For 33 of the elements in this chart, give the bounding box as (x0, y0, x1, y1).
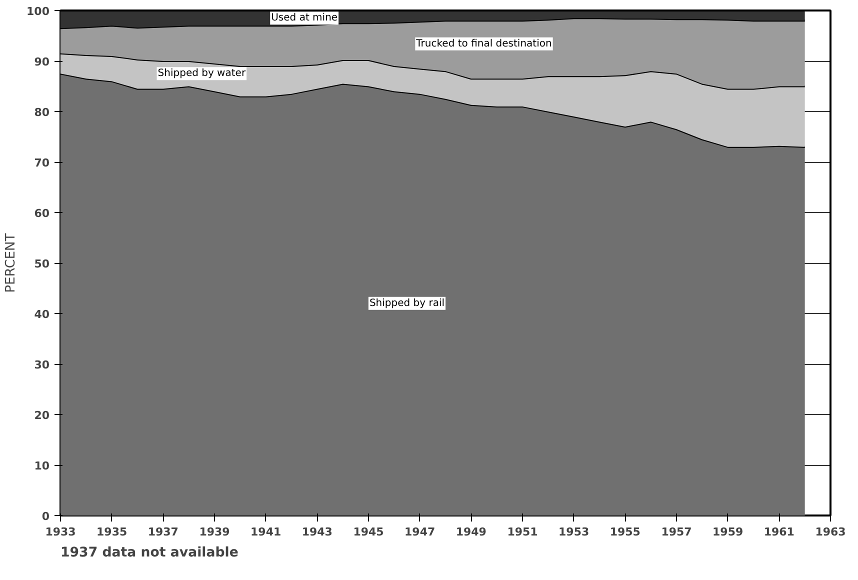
x-tick-label: 1949 (456, 526, 486, 538)
y-tick-label: 70 (34, 156, 50, 170)
x-tick-label: 1959 (712, 526, 744, 538)
series-label: Trucked to final destination (415, 38, 552, 50)
text: 1937 data not available (60, 546, 238, 560)
x-tick-label: 1951 (507, 526, 538, 538)
y-axis-title: PERCENT (4, 233, 19, 293)
x-tick-label: 1963 (815, 526, 846, 538)
x-tick-label: 1957 (661, 526, 692, 538)
y-tick-label: 0 (42, 510, 50, 523)
x-tick-label: 1935 (96, 526, 128, 538)
y-tick-label: 50 (34, 258, 50, 270)
x-tick-label: 1941 (250, 526, 282, 538)
x-tick-label: 1939 (199, 526, 230, 538)
y-tick-label: 10 (34, 460, 50, 472)
y-tick-label: 20 (34, 409, 50, 422)
x-tick-label: 1937 (148, 526, 178, 538)
y-tick-label: 40 (34, 308, 50, 321)
y-tick-label: 60 (34, 207, 50, 220)
x-tick-label: 1947 (404, 526, 436, 538)
series-label: Shipped by rail (369, 298, 445, 309)
x-tick-label: 1933 (45, 526, 76, 538)
y-tick-label: 100 (26, 5, 50, 18)
x-tick-label: 1945 (353, 526, 384, 538)
y-tick-label: 90 (34, 56, 50, 68)
x-tick-label: 1955 (610, 526, 640, 538)
y-tick-label: 80 (34, 106, 50, 119)
x-tick-label: 1943 (302, 526, 332, 538)
series-label: Shipped by water (158, 68, 246, 80)
series-label: Used at mine (271, 12, 338, 24)
x-tick-label: 1961 (764, 526, 794, 538)
y-tick-label: 30 (34, 358, 50, 372)
x-tick-label: 1953 (558, 526, 590, 538)
